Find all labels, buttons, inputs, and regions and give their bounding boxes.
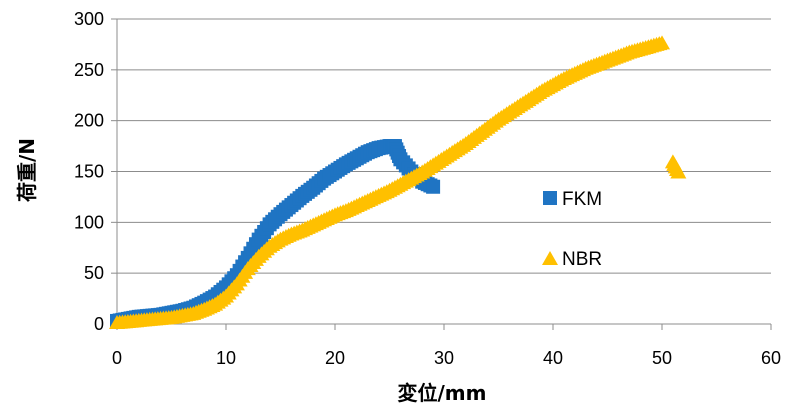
axes bbox=[111, 18, 772, 330]
x-tick-label: 30 bbox=[434, 348, 454, 368]
x-tick-label: 20 bbox=[325, 348, 345, 368]
legend: FKM NBR bbox=[542, 189, 602, 270]
data-point bbox=[654, 35, 670, 50]
x-tick-label: 10 bbox=[216, 348, 236, 368]
plot-area bbox=[109, 35, 687, 329]
gridlines bbox=[117, 18, 771, 274]
data-point bbox=[426, 179, 441, 194]
y-tick-label: 300 bbox=[74, 9, 104, 29]
y-tick-label: 100 bbox=[74, 212, 104, 232]
series-fkm bbox=[110, 139, 441, 328]
y-tick-label: 150 bbox=[74, 162, 104, 182]
x-tick-label: 60 bbox=[761, 348, 781, 368]
x-tick-label: 50 bbox=[652, 348, 672, 368]
y-axis-title: 荷重/N bbox=[15, 138, 39, 202]
series-nbr bbox=[109, 35, 687, 329]
legend-marker bbox=[543, 191, 557, 205]
data-point bbox=[670, 164, 687, 179]
legend-item-nbr: NBR bbox=[542, 249, 602, 270]
legend-label: NBR bbox=[562, 249, 602, 270]
y-tick-label: 250 bbox=[74, 60, 104, 80]
y-tick-label: 200 bbox=[74, 111, 104, 131]
legend-item-fkm: FKM bbox=[543, 189, 602, 210]
legend-label: FKM bbox=[562, 189, 602, 210]
x-tick-label: 0 bbox=[112, 348, 122, 368]
y-tick-labels: 0 50 100 150 200 250 300 bbox=[74, 9, 104, 334]
x-tick-labels: 0 10 20 30 40 50 60 bbox=[112, 348, 781, 368]
y-tick-label: 50 bbox=[84, 263, 104, 283]
y-tick-label: 0 bbox=[94, 314, 104, 334]
x-tick-label: 40 bbox=[543, 348, 563, 368]
legend-marker bbox=[542, 251, 558, 265]
x-axis-title: 変位/mm bbox=[398, 381, 487, 405]
